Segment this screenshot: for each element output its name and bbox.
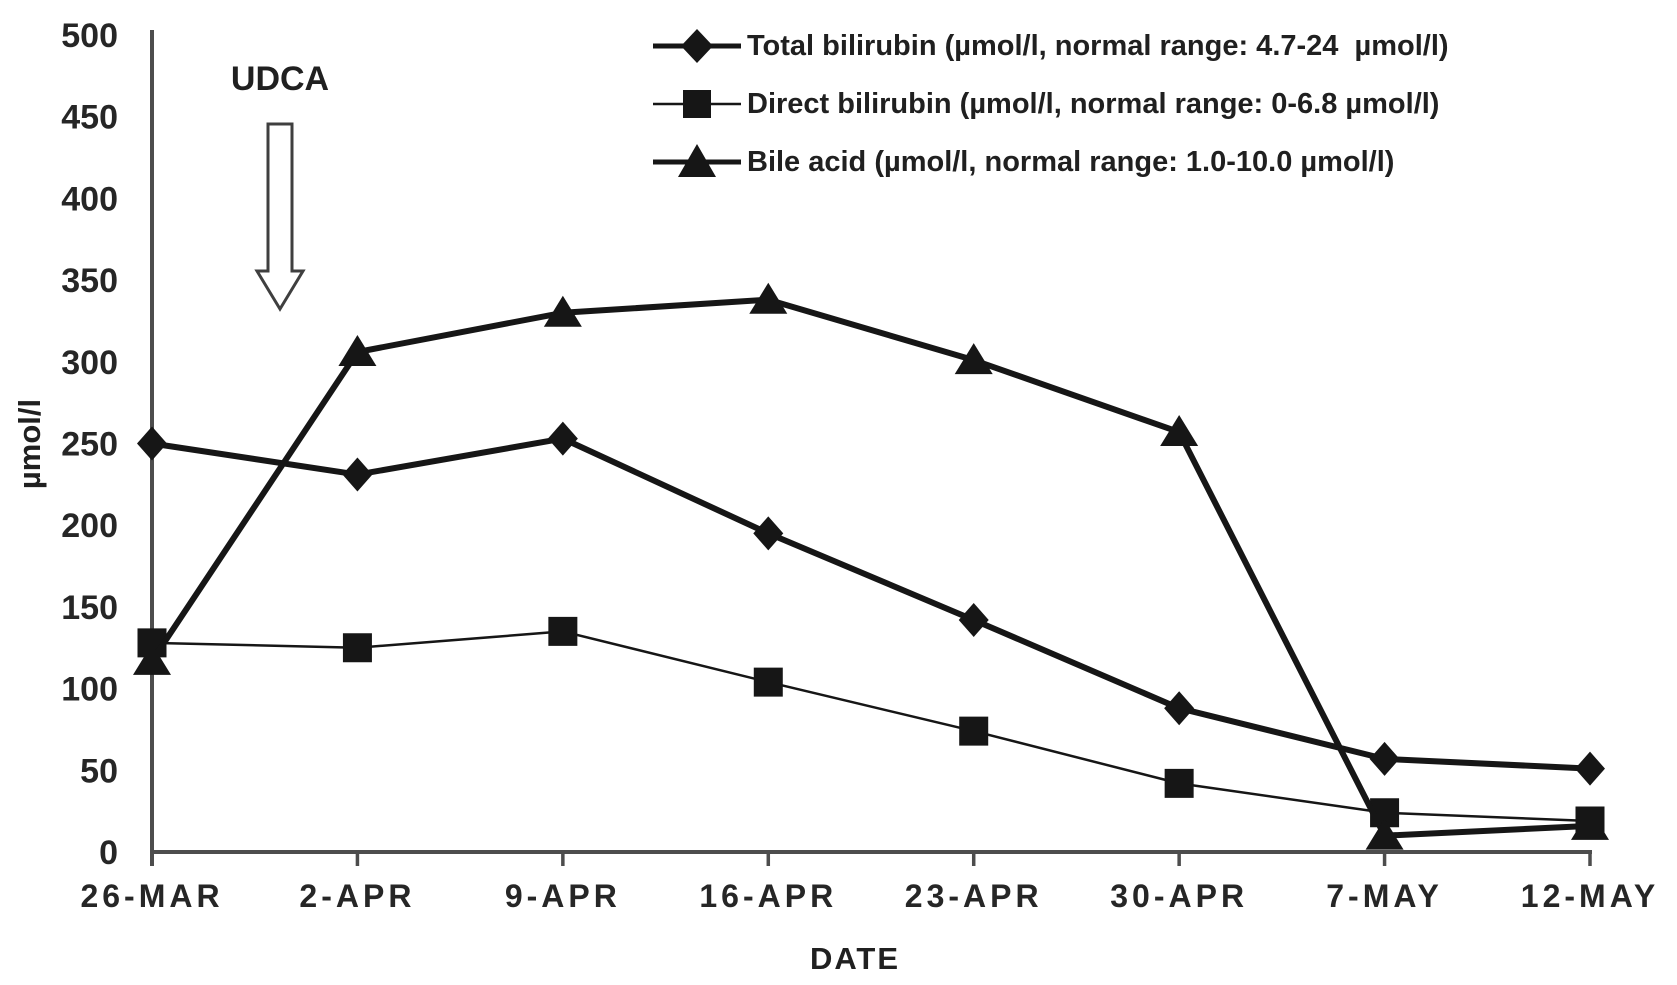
y-tick-label: 100 — [61, 671, 118, 709]
x-axis-title: DATE — [809, 941, 901, 976]
legend: Total bilirubin (µmol/l, normal range: 4… — [653, 26, 1449, 182]
y-tick-label: 300 — [61, 344, 118, 382]
square-marker-icon — [653, 90, 741, 118]
legend-item-bile-acid: Bile acid (µmol/l, normal range: 1.0-10.… — [653, 142, 1449, 182]
y-tick-label: 350 — [61, 262, 118, 300]
marker-diamond-total-bilirubin — [137, 426, 167, 461]
marker-triangle-bile-acid — [954, 343, 993, 375]
triangle-marker-icon — [653, 144, 741, 177]
marker-diamond-total-bilirubin — [753, 516, 784, 551]
y-tick-label: 0 — [99, 834, 118, 872]
x-tick-label: 26-MAR — [80, 878, 223, 914]
series-line-bile-acid — [149, 296, 1591, 839]
x-tick-label: 30-APR — [1110, 878, 1248, 914]
marker-square-direct-bilirubin — [1164, 768, 1194, 798]
legend-item-total-bilirubin: Total bilirubin (µmol/l, normal range: 4… — [653, 26, 1449, 66]
legend-label: Total bilirubin (µmol/l, normal range: 4… — [747, 30, 1449, 62]
y-tick-label: 250 — [61, 426, 118, 464]
y-tick-label: 500 — [61, 17, 118, 55]
marker-diamond-total-bilirubin — [342, 457, 373, 492]
marker-diamond-total-bilirubin — [1369, 741, 1400, 776]
marker-square-direct-bilirubin — [342, 633, 372, 663]
x-tick-label: 12-MAY — [1521, 878, 1659, 914]
x-tick-label: 7-MAY — [1326, 878, 1443, 914]
x-tick-label: 9-APR — [505, 878, 621, 914]
marker-square-direct-bilirubin — [548, 616, 578, 646]
marker-triangle-bile-acid — [1160, 415, 1199, 447]
x-tick-label: 2-APR — [299, 878, 415, 914]
y-tick-label: 50 — [80, 752, 118, 790]
marker-triangle-bile-acid — [749, 282, 788, 314]
marker-triangle-bile-acid — [338, 334, 377, 366]
diamond-marker-icon — [653, 29, 741, 63]
y-tick-label: 400 — [61, 180, 118, 218]
y-tick-label: 450 — [61, 99, 118, 137]
marker-diamond-total-bilirubin — [1575, 751, 1605, 786]
x-tick-label: 23-APR — [905, 878, 1043, 914]
marker-square-direct-bilirubin — [959, 716, 989, 746]
y-tick-label: 200 — [61, 507, 118, 545]
marker-square-direct-bilirubin — [753, 667, 783, 697]
legend-label: Bile acid (µmol/l, normal range: 1.0-10.… — [747, 146, 1395, 178]
y-tick-label: 150 — [61, 589, 118, 627]
marker-diamond-total-bilirubin — [1164, 691, 1195, 726]
marker-diamond-total-bilirubin — [958, 602, 989, 637]
series-line-total-bilirubin — [151, 435, 1591, 772]
marker-triangle-bile-acid — [133, 643, 171, 675]
legend-item-direct-bilirubin: Direct bilirubin (µmol/l, normal range: … — [653, 84, 1449, 124]
marker-triangle-bile-acid — [543, 295, 582, 327]
series-line-direct-bilirubin — [151, 630, 1591, 823]
marker-diamond-total-bilirubin — [547, 421, 578, 456]
udca-annotation-label: UDCA — [230, 60, 330, 98]
marker-triangle-bile-acid — [1365, 818, 1404, 850]
y-axis-title: µmol/l — [12, 398, 47, 490]
x-tick-label: 16-APR — [699, 878, 837, 914]
marker-triangle-bile-acid — [1571, 808, 1609, 840]
legend-label: Direct bilirubin (µmol/l, normal range: … — [747, 88, 1440, 120]
udca-down-arrow-icon — [254, 122, 306, 312]
